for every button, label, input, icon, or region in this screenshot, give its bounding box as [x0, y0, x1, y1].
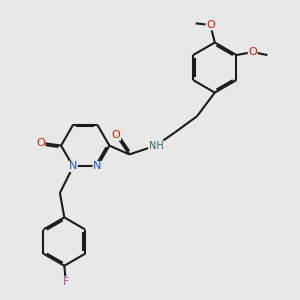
Text: N: N [93, 161, 101, 172]
Text: NH: NH [148, 141, 163, 151]
Text: O: O [36, 138, 45, 148]
Text: N: N [69, 161, 77, 172]
Text: O: O [206, 20, 215, 30]
Text: F: F [63, 277, 69, 287]
Text: O: O [248, 47, 257, 57]
Text: O: O [112, 130, 121, 140]
